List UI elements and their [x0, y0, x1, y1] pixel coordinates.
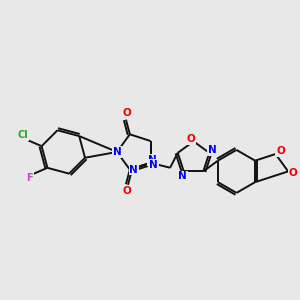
Text: N: N: [149, 160, 158, 170]
Text: O: O: [122, 108, 131, 118]
Text: N: N: [208, 145, 217, 155]
Text: F: F: [26, 172, 33, 183]
Text: O: O: [289, 168, 297, 178]
Text: O: O: [186, 134, 195, 144]
Text: O: O: [276, 146, 285, 156]
Text: Cl: Cl: [18, 130, 28, 140]
Text: N: N: [148, 155, 157, 165]
Text: N: N: [129, 165, 138, 175]
Text: N: N: [178, 171, 187, 181]
Text: O: O: [122, 186, 131, 196]
Text: N: N: [112, 147, 122, 157]
